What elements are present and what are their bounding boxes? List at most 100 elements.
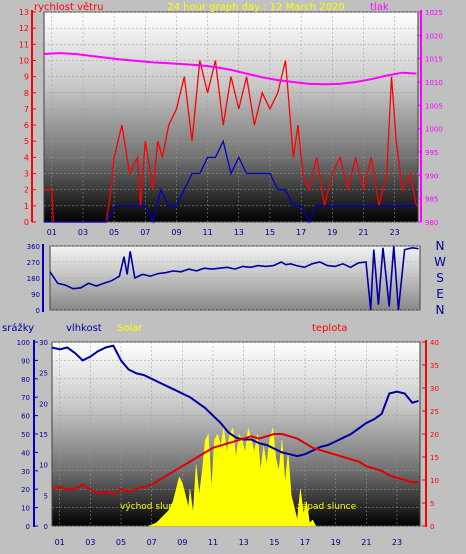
compass-label: W: [434, 255, 446, 269]
rain-y-tick-label: 80: [21, 376, 30, 384]
compass-label: N: [436, 303, 445, 317]
rain-y-ticks: 0 10 20 30 40 50 60 70 80 90 100: [17, 339, 38, 531]
wind-x-tick-label: 23: [390, 228, 400, 237]
wind-y-tick-label: 7: [24, 105, 29, 114]
temperature-y-tick-label: 5: [430, 500, 434, 508]
climate-x-tick-label: 09: [177, 538, 187, 547]
wind-y-tick-label: 3: [24, 170, 29, 179]
rain-y-tick-label: 70: [21, 394, 30, 402]
pressure-y-tick-label: 1005: [425, 102, 443, 110]
pressure-y-tick-label: 980: [425, 219, 438, 227]
humidity-axis-label: vlhkost: [66, 323, 102, 334]
wind-y-tick-label: 13: [19, 8, 29, 17]
wind-y-tick-label: 6: [24, 121, 29, 130]
temperature-y-tick-label: 30: [430, 385, 439, 393]
wind-x-tick-label: 11: [203, 228, 213, 237]
rain-y-tick-label: 90: [21, 357, 30, 365]
wind-plot-area: [43, 11, 419, 223]
temperature-y-tick-label: 10: [430, 477, 439, 485]
climate-x-tick-label: 23: [392, 538, 402, 547]
pressure-y-tick-label: 985: [425, 196, 438, 204]
pressure-y-tick-label: 1020: [425, 32, 443, 40]
climate-x-tick-label: 11: [208, 538, 218, 547]
direction-y-tick-label: 180: [27, 275, 40, 283]
rain-y-tick-label: 50: [21, 431, 30, 439]
wind-axis-label: rychlost větru: [34, 1, 104, 13]
wind-x-tick-label: 09: [171, 228, 181, 237]
rain-y-tick-label: 100: [17, 339, 30, 347]
temperature-y-tick-label: 35: [430, 362, 439, 370]
climate-x-tick-label: 05: [116, 538, 126, 547]
rain-y-tick-label: 30: [21, 468, 30, 476]
rain-y-tick-label: 60: [21, 413, 30, 421]
pressure-y-tick-label: 1000: [425, 126, 443, 134]
sunrise-label: východ slunce: [120, 502, 185, 512]
wind-y-tick-label: 1: [24, 202, 29, 211]
direction-y-tick-label: 0: [36, 307, 40, 315]
temperature-y-tick-label: 15: [430, 454, 439, 462]
wind-x-tick-label: 17: [296, 228, 306, 237]
compass-label: N: [436, 239, 445, 253]
rain-y-tick-label: 20: [21, 486, 30, 494]
wind-series: [43, 52, 418, 224]
direction-y-ticks: 0 90 180 270 360: [27, 243, 40, 315]
rain-y-tick-label: 0: [26, 523, 30, 531]
wind-x-tick-label: 15: [265, 228, 275, 237]
wind-pressure-panel: 01 03 05 07 09 11 13 15 17 19 21 23 012345678910111…: [19, 1, 443, 237]
climate-x-tick-label: 17: [300, 538, 310, 547]
sunset-label: západ slunce: [297, 502, 357, 512]
pressure-y-tick-label: 1015: [425, 56, 443, 64]
pressure-line: [43, 52, 417, 86]
wind-x-ticks: 01 03 05 07 09 11 13 15 17 19 21 23: [47, 228, 400, 237]
pressure-y-tick-label: 995: [425, 149, 438, 157]
wind-x-tick-label: 07: [140, 228, 150, 237]
wind-y-tick-label: 10: [19, 56, 29, 65]
temperature-y-tick-label: 25: [430, 408, 439, 416]
temperature-y-tick-label: 40: [430, 339, 439, 347]
climate-x-tick-label: 03: [85, 538, 95, 547]
wind-x-tick-label: 21: [358, 228, 368, 237]
wind-x-tick-label: 01: [47, 228, 57, 237]
wind-y-tick-label: 9: [24, 73, 29, 82]
rain-axis-label: srážky: [2, 322, 34, 334]
chart-title: 24 hour graph day : 12 March 2020: [167, 2, 345, 13]
humidity-y-tick-label: 10: [39, 462, 48, 470]
humidity-line: [51, 344, 419, 458]
pressure-y-tick-label: 1010: [425, 79, 443, 87]
humidity-y-tick-label: 20: [39, 400, 48, 408]
climate-x-tick-label: 21: [361, 538, 371, 547]
direction-y-tick-label: 270: [27, 259, 40, 267]
humidity-y-tick-label: 0: [44, 523, 48, 531]
temperature-axis-label: teplota: [312, 323, 347, 334]
pressure-y-tick-label: 1025: [425, 9, 443, 17]
humidity-y-tick-label: 5: [44, 492, 48, 500]
wind-y-tick-label: 11: [19, 40, 29, 49]
climate-x-tick-label: 15: [269, 538, 279, 547]
wind-x-tick-label: 05: [109, 228, 119, 237]
wind-y-tick-label: 0: [24, 218, 29, 227]
pressure-y-right-ticks: 980 985 990 995 1000 1005 1010 1015 1020 1025: [417, 9, 443, 227]
climate-panel: 01 03 05 07 09 11 13 15 17 19 21 23 010203040506070…: [2, 322, 439, 547]
climate-x-ticks: 01 03 05 07 09 11 13 15 17 19 21 23: [55, 538, 403, 547]
wind-y-tick-label: 2: [24, 186, 29, 195]
temperature-y-tick-label: 0: [430, 523, 434, 531]
wind-direction-line: [49, 245, 419, 311]
direction-y-tick-label: 360: [27, 243, 40, 251]
direction-series: [49, 245, 419, 311]
pressure-y-tick-label: 990: [425, 172, 438, 180]
climate-x-tick-label: 13: [239, 538, 249, 547]
humidity-y-tick-label: 25: [39, 370, 48, 378]
wind-y-tick-label: 5: [24, 137, 29, 146]
pressure-axis-label: tlak: [370, 2, 389, 13]
rain-y-tick-label: 40: [21, 449, 30, 457]
temperature-y-ticks: 0 5 10 15 20 25 30 35 40: [422, 339, 439, 531]
climate-x-tick-label: 19: [331, 538, 341, 547]
wind-y-tick-label: 8: [24, 89, 29, 98]
solar-axis-label: Solar: [117, 323, 143, 334]
direction-y-tick-label: 90: [31, 291, 40, 299]
compass-label: S: [436, 271, 444, 285]
temperature-line: [51, 433, 419, 495]
